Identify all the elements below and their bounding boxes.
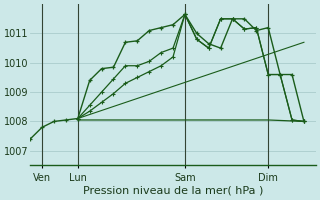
X-axis label: Pression niveau de la mer( hPa ): Pression niveau de la mer( hPa ) (83, 186, 263, 196)
